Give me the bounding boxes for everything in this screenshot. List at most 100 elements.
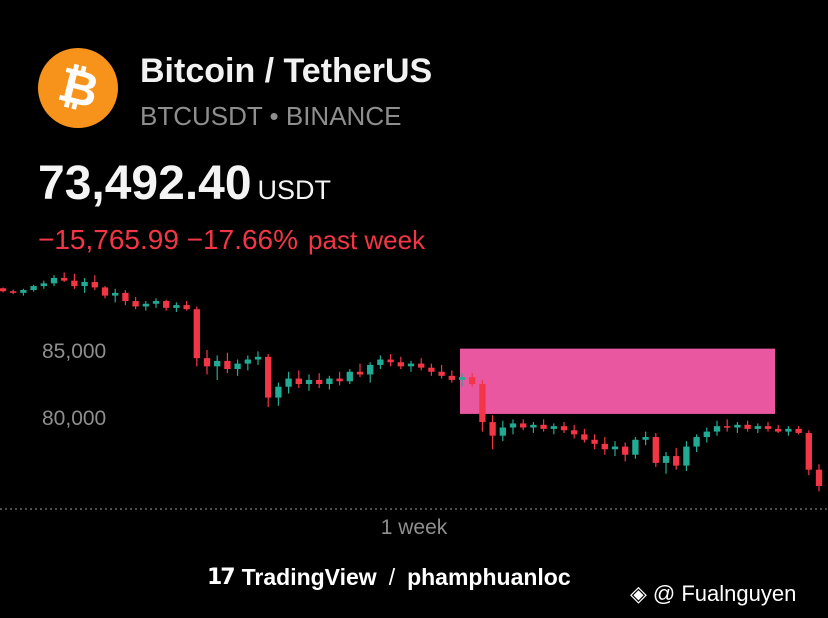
candle-body (744, 424, 751, 429)
candle-body (397, 362, 404, 367)
candle-body (326, 378, 333, 384)
candle-body (10, 291, 17, 293)
candle-body (785, 428, 792, 432)
y-tick-label-85000: 85,000 (42, 340, 106, 363)
highlight-box (460, 348, 775, 414)
candle-body (285, 378, 292, 387)
bitcoin-logo-icon: ₿ (38, 48, 118, 128)
candle-body (367, 364, 374, 375)
candle-body (581, 434, 588, 440)
candle-body (224, 360, 231, 370)
candle-body (152, 301, 160, 304)
candle-body (815, 469, 823, 486)
watermark-text: @ Fualnguyen (652, 581, 797, 606)
watermark: ◈ @ Fualnguyen (630, 581, 796, 607)
candle-body (479, 384, 486, 423)
candle-body (377, 359, 384, 365)
price-currency: USDT (257, 175, 332, 205)
tradingview-logo-icon: 17 (207, 565, 236, 590)
candle-body (265, 356, 272, 398)
candle-body (101, 287, 109, 296)
candle-body (387, 359, 394, 363)
candle-body (295, 378, 302, 384)
candle-body (622, 446, 629, 455)
candle-body (724, 426, 731, 428)
candle-body (346, 371, 353, 382)
candle-body (418, 363, 425, 368)
candle-body (530, 424, 537, 428)
candle-body (254, 356, 262, 360)
candle-body (775, 428, 782, 432)
candle-body (764, 426, 772, 429)
candle-body (142, 303, 149, 307)
candle-body (183, 305, 190, 310)
change-absolute: −15,765.99 (38, 224, 179, 255)
candle-body (673, 456, 680, 466)
candle-body (244, 359, 251, 364)
change-percent: −17.66% (186, 224, 299, 255)
tradingview-name: TradingView (241, 564, 377, 590)
candle-body (61, 277, 68, 281)
candle-body (81, 282, 88, 287)
candle-body (438, 371, 445, 376)
candle-body (30, 286, 37, 291)
candle-body (560, 426, 568, 431)
price-change: −15,765.99 −17.66% past week (38, 224, 425, 256)
current-price: 73,492.40 (38, 157, 252, 210)
candle-body (805, 432, 812, 470)
x-axis-label: 1 week (381, 516, 448, 539)
candle-body (234, 363, 241, 370)
candle-body (652, 437, 659, 463)
candle-body (71, 280, 78, 287)
candle-body (448, 375, 455, 380)
candle-body (662, 456, 670, 463)
candle-body (214, 360, 221, 367)
candle-body (316, 379, 323, 384)
candle-body (173, 305, 180, 308)
candle-body (550, 426, 557, 429)
candle-body (20, 290, 27, 293)
candle-body (509, 423, 517, 428)
candle-body (122, 292, 129, 302)
candle-body (407, 363, 415, 367)
candle-body (305, 379, 313, 384)
candle-body (754, 426, 761, 429)
candle-body (520, 423, 527, 428)
candle-body (703, 431, 710, 438)
candle-body (540, 424, 547, 429)
candle-body (571, 430, 578, 435)
binance-icon: ◈ (630, 581, 647, 607)
candle-body (734, 424, 741, 428)
symbol-exchange: BTCUSDT • BINANCE (140, 101, 402, 131)
candle-body (611, 446, 619, 450)
candle-body (336, 378, 343, 382)
candle-body (112, 292, 119, 296)
price-block: 73,492.40 USDT (38, 156, 331, 211)
candle-body (0, 288, 7, 292)
candle-body (91, 282, 98, 288)
candle-body (795, 428, 802, 433)
y-tick-label-80000: 80,000 (42, 407, 106, 430)
candle-body (193, 309, 200, 359)
candle-body (683, 446, 690, 466)
credit-separator: / (388, 564, 396, 590)
change-period: past week (308, 225, 426, 255)
candle-body (632, 439, 639, 455)
candle-body (642, 437, 649, 440)
candle-body (458, 377, 466, 380)
candle-body (591, 439, 598, 444)
candlestick-series (0, 272, 823, 492)
candle-body (428, 367, 435, 372)
candle-body (132, 301, 139, 307)
candle-body (40, 283, 47, 287)
candle-body (499, 427, 506, 436)
candle-body (713, 426, 721, 432)
candle-body (693, 437, 700, 447)
candle-body (275, 386, 282, 398)
candle-body (489, 422, 496, 436)
candle-body (203, 358, 211, 367)
candle-body (356, 371, 364, 375)
chart-author: phamphuanloc (407, 564, 571, 590)
candle-body (50, 277, 58, 284)
